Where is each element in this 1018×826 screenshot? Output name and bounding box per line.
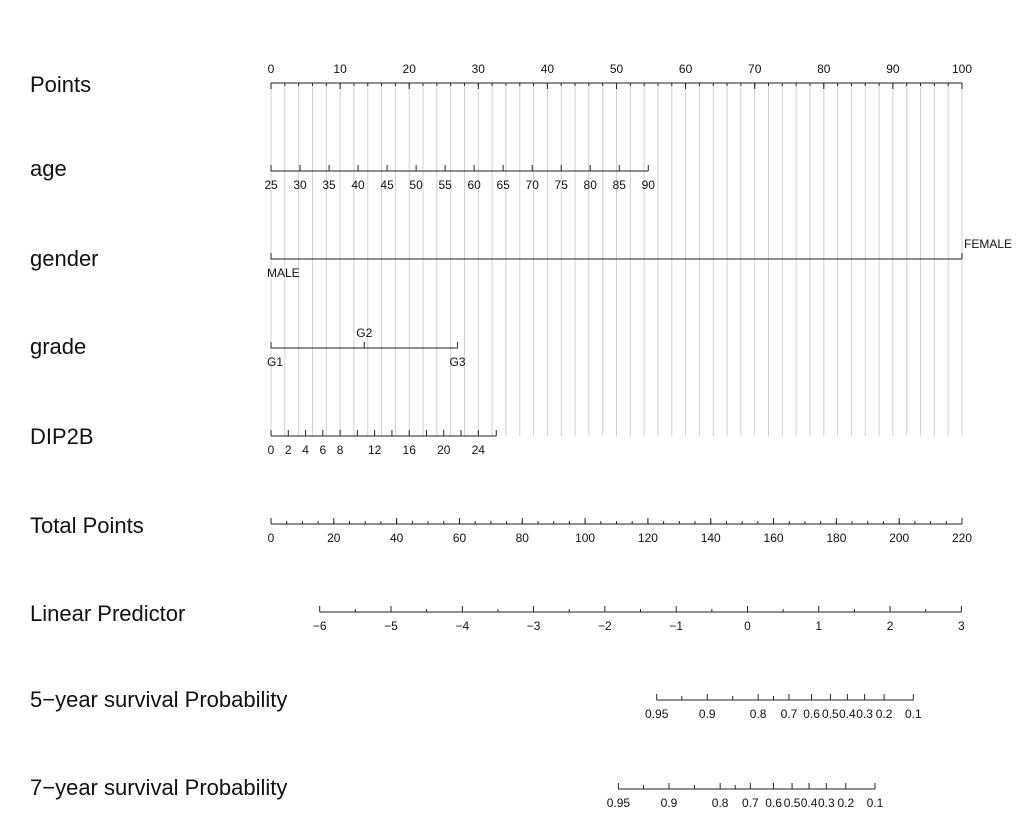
tick-label: 80 [584,178,598,192]
tick-label: 40 [351,178,365,192]
tick-label: 70 [526,178,540,192]
tick-label: −6 [313,619,327,633]
tick-label: 160 [764,531,784,545]
tick-label: −5 [384,619,398,633]
tick-label: 0.8 [750,707,767,721]
row-label-7-year-survival-probability: 7−year survival Probability [30,775,287,800]
tick-label: 100 [952,62,972,76]
tick-label: 70 [748,62,762,76]
row-label-grade: grade [30,334,86,359]
tick-label: 6 [319,443,326,457]
tick-label: 1 [815,619,822,633]
tick-label: 25 [264,178,278,192]
tick-label: 4 [302,443,309,457]
tick-label: −3 [527,619,541,633]
row-label-linear-predictor: Linear Predictor [30,601,185,626]
tick-label: 8 [337,443,344,457]
row-label-dip2b: DIP2B [30,424,94,449]
tick-label: 0.1 [867,796,884,810]
tick-label: 40 [390,531,404,545]
tick-label: 0.8 [712,796,729,810]
tick-label: 0.7 [781,707,798,721]
tick-label: 0.1 [905,707,922,721]
tick-label: 50 [409,178,423,192]
tick-label: 80 [817,62,831,76]
tick-label: 16 [403,443,417,457]
tick-label: MALE [267,266,300,280]
tick-label: 40 [541,62,555,76]
tick-label: 120 [638,531,658,545]
tick-label: −2 [598,619,612,633]
tick-label: FEMALE [964,237,1012,251]
tick-label: 55 [438,178,452,192]
tick-label: 0.3 [818,796,835,810]
tick-label: 0.5 [784,796,801,810]
row-label-total-points: Total Points [30,513,144,538]
tick-label: 24 [472,443,486,457]
tick-label: 60 [679,62,693,76]
tick-label: −4 [455,619,469,633]
tick-label: 75 [555,178,569,192]
tick-label: 0.2 [876,707,893,721]
tick-label: 35 [322,178,336,192]
tick-label: 60 [467,178,481,192]
tick-label: 60 [453,531,467,545]
tick-label: 30 [472,62,486,76]
tick-label: 65 [496,178,510,192]
tick-label: 0.3 [856,707,873,721]
tick-label: 220 [952,531,972,545]
tick-label: 2 [887,619,894,633]
tick-label: 0.9 [699,707,716,721]
tick-label: 100 [575,531,595,545]
tick-label: 0.5 [822,707,839,721]
tick-label: 3 [958,619,965,633]
tick-label: 12 [368,443,382,457]
row-label-5-year-survival-probability: 5−year survival Probability [30,687,287,712]
tick-label: 50 [610,62,624,76]
tick-label: 20 [327,531,341,545]
tick-label: 85 [613,178,627,192]
tick-label: G1 [267,355,283,369]
tick-label: 0 [268,443,275,457]
tick-label: 0.9 [661,796,678,810]
tick-label: 0.4 [839,707,856,721]
tick-label: 0.4 [801,796,818,810]
tick-label: 20 [437,443,451,457]
tick-label: 0.2 [837,796,854,810]
tick-label: 0 [268,531,275,545]
tick-label: 0.6 [803,707,820,721]
tick-label: 2 [285,443,292,457]
tick-label: 45 [380,178,394,192]
tick-label: 30 [293,178,307,192]
tick-label: 140 [701,531,721,545]
tick-label: 80 [516,531,530,545]
tick-label: 0.95 [607,796,631,810]
tick-label: 180 [826,531,846,545]
tick-label: 90 [642,178,656,192]
tick-label: 0.95 [645,707,669,721]
tick-label: 0.6 [765,796,782,810]
row-label-points: Points [30,72,91,97]
tick-label: 0 [744,619,751,633]
tick-label: 20 [403,62,417,76]
tick-label: −1 [669,619,683,633]
tick-label: G3 [450,355,466,369]
tick-label: 90 [886,62,900,76]
row-label-age: age [30,156,67,181]
tick-label: 0.7 [742,796,759,810]
tick-label: 200 [889,531,909,545]
tick-label: 10 [333,62,347,76]
row-label-gender: gender [30,246,99,271]
tick-label: G2 [356,326,372,340]
tick-label: 0 [268,62,275,76]
grid-lines [270,84,963,436]
